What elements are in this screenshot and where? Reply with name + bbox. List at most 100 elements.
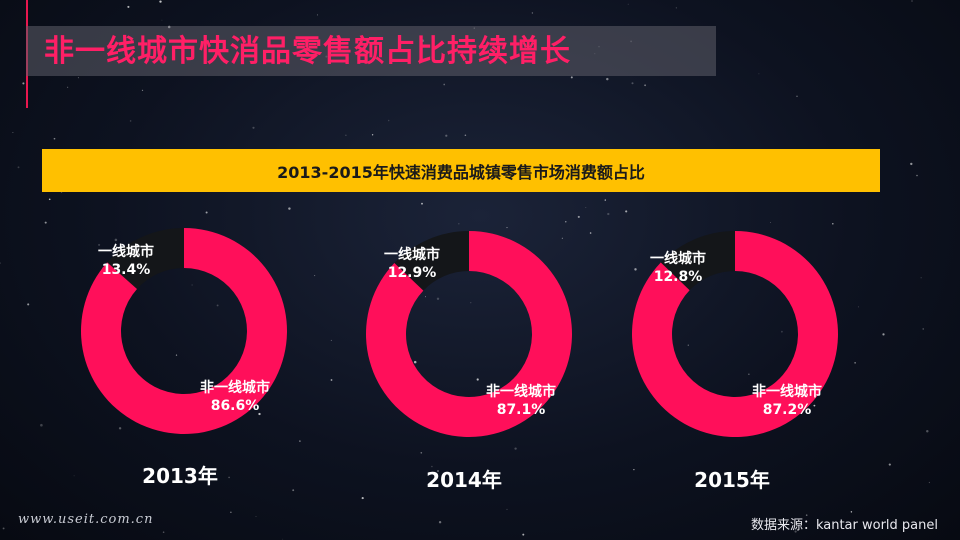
star bbox=[911, 0, 913, 2]
star bbox=[585, 207, 587, 208]
star bbox=[67, 86, 69, 88]
star bbox=[299, 440, 301, 442]
chart-subtitle: 2013-2015年快速消费品城镇零售市场消费额占比 bbox=[277, 162, 645, 182]
star bbox=[805, 514, 808, 516]
chart-2-tier1-name: 一线城市 bbox=[384, 247, 440, 263]
star bbox=[850, 511, 853, 513]
star bbox=[191, 284, 193, 286]
star bbox=[438, 521, 442, 524]
star bbox=[813, 404, 816, 407]
star bbox=[316, 14, 318, 16]
star bbox=[175, 354, 178, 356]
star bbox=[758, 73, 760, 75]
star bbox=[162, 531, 165, 533]
star bbox=[53, 137, 56, 140]
star bbox=[431, 465, 433, 468]
chart-2-non-tier1-value: 87.1% bbox=[496, 402, 546, 418]
star bbox=[748, 373, 750, 375]
star bbox=[926, 430, 929, 433]
chart-1-non-tier1-value: 86.6% bbox=[210, 398, 260, 414]
chart-2-tier1-value: 12.9% bbox=[387, 265, 437, 281]
star bbox=[129, 120, 132, 122]
star bbox=[159, 0, 162, 3]
star bbox=[118, 427, 122, 430]
watermark[interactable]: www.useit.com.cn bbox=[18, 512, 154, 527]
star bbox=[420, 451, 423, 454]
star bbox=[445, 134, 448, 137]
star bbox=[228, 476, 230, 479]
star bbox=[920, 277, 922, 279]
chart-1-tier1-slice bbox=[107, 228, 184, 290]
star bbox=[625, 210, 628, 213]
star bbox=[644, 84, 646, 87]
star bbox=[345, 134, 347, 136]
star bbox=[470, 302, 472, 304]
chart-3-non-tier1-label: 非一线城市 87.2% bbox=[752, 383, 822, 419]
star bbox=[916, 174, 918, 177]
star bbox=[589, 232, 592, 234]
star bbox=[413, 360, 417, 364]
star bbox=[40, 423, 43, 427]
star bbox=[857, 306, 859, 308]
star bbox=[361, 497, 364, 500]
star bbox=[854, 362, 856, 364]
star bbox=[230, 511, 232, 513]
chart-3-tier1-name: 一线城市 bbox=[650, 251, 706, 267]
star bbox=[73, 475, 75, 477]
chart-2-non-tier1-label: 非一线城市 87.1% bbox=[486, 383, 556, 419]
star bbox=[387, 119, 390, 122]
star bbox=[437, 470, 439, 472]
star bbox=[888, 463, 891, 466]
star bbox=[794, 530, 797, 533]
chart-1-tier1-value: 13.4% bbox=[101, 262, 151, 278]
star bbox=[604, 199, 606, 201]
star bbox=[577, 215, 580, 218]
star bbox=[606, 77, 609, 81]
star bbox=[561, 237, 563, 239]
data-source: 数据来源：kantar world panel bbox=[750, 518, 938, 533]
star bbox=[371, 134, 374, 136]
star bbox=[2, 527, 5, 530]
star bbox=[0, 262, 1, 264]
star bbox=[44, 221, 47, 224]
star bbox=[675, 7, 677, 9]
star bbox=[796, 95, 798, 98]
star bbox=[421, 202, 423, 205]
chart-2-year: 2014年 bbox=[426, 468, 502, 492]
star bbox=[443, 83, 446, 86]
star bbox=[570, 76, 573, 79]
subtitle-bar: 2013-2015年快速消费品城镇零售市场消费额占比 bbox=[42, 149, 880, 192]
star bbox=[832, 222, 834, 225]
star bbox=[565, 221, 567, 223]
star bbox=[258, 412, 261, 416]
chart-1-year: 2013年 bbox=[142, 464, 218, 488]
star bbox=[506, 508, 508, 510]
star bbox=[424, 296, 426, 298]
star bbox=[216, 304, 219, 307]
star bbox=[98, 243, 101, 246]
star bbox=[314, 275, 316, 277]
star bbox=[687, 344, 689, 346]
star bbox=[436, 297, 440, 301]
chart-1-tier1-name: 一线城市 bbox=[98, 244, 154, 260]
chart-1-non-tier1-name: 非一线城市 bbox=[200, 380, 270, 396]
chart-1-non-tier1-slice bbox=[81, 228, 287, 435]
chart-1-tier1-label: 一线城市 13.4% bbox=[98, 243, 154, 279]
star bbox=[522, 533, 525, 536]
star bbox=[781, 330, 783, 333]
chart-3-non-tier1-name: 非一线城市 bbox=[752, 384, 822, 400]
star bbox=[288, 207, 291, 210]
star bbox=[631, 82, 634, 85]
page-title: 非一线城市快消品零售额占比持续增长 bbox=[44, 34, 571, 69]
star bbox=[17, 166, 20, 169]
star bbox=[205, 211, 208, 214]
star bbox=[141, 89, 144, 92]
chart-3-tier1-label: 一线城市 12.8% bbox=[650, 250, 706, 286]
chart-1-non-tier1-label: 非一线城市 86.6% bbox=[200, 379, 270, 415]
star bbox=[506, 227, 508, 229]
star bbox=[928, 481, 931, 484]
star bbox=[114, 238, 118, 242]
star bbox=[458, 223, 460, 225]
star bbox=[330, 339, 332, 341]
